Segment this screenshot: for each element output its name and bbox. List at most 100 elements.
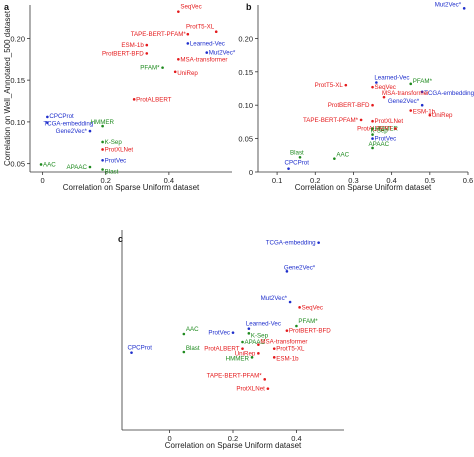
point-label: TCGA-embedding	[266, 240, 316, 247]
x-tick-label: 0.4	[291, 434, 301, 443]
data-point	[371, 146, 374, 150]
point-label: ProtBERT-BFD	[328, 102, 370, 109]
data-point	[420, 90, 424, 94]
x-tick-label: 0.6	[463, 176, 473, 185]
x-tick-label: 0.2	[310, 176, 320, 185]
point-label: UniRep	[177, 70, 198, 77]
point-label: K-Sep	[371, 128, 389, 135]
data-point	[285, 329, 289, 332]
data-point	[344, 83, 348, 87]
data-point	[295, 324, 298, 328]
point-label: TCGA-embedding	[424, 90, 474, 97]
data-point	[462, 7, 466, 10]
data-point	[101, 124, 104, 128]
panel-letter-a: a	[4, 2, 10, 12]
data-point	[420, 103, 424, 107]
data-point	[257, 343, 260, 346]
point-label: ESM-1b	[413, 109, 436, 116]
data-point	[298, 156, 302, 159]
point-label: Learned-Vec	[246, 321, 281, 328]
point-label: CPCProt	[49, 113, 74, 120]
point-label: PFAM*	[140, 65, 160, 72]
y-tick-label: 0.15	[10, 76, 25, 85]
data-point	[371, 133, 374, 136]
panel-a: a 0 0.2 0.4 0.05 0.10 0.15 0.20 Correlation on S…	[3, 2, 236, 192]
y-tick-label: 0.20	[10, 34, 25, 43]
data-point	[205, 51, 209, 54]
data-point	[145, 52, 149, 55]
x-tick-label: 0.2	[228, 434, 238, 443]
data-point	[266, 387, 270, 390]
data-point	[161, 66, 164, 69]
point-label: ProtALBERT	[204, 346, 240, 353]
point-label: ProtVec	[208, 330, 230, 337]
data-point	[333, 157, 336, 160]
data-point	[285, 270, 289, 273]
point-label: UniRep	[432, 112, 453, 119]
x-tick-label: 0.1	[272, 176, 282, 185]
y-tick-label: 0.20	[238, 34, 253, 43]
data-point	[371, 85, 374, 89]
data-point	[371, 103, 374, 107]
point-label: PFAM*	[298, 318, 318, 325]
point-label: MSA-transformer	[382, 90, 429, 97]
data-point	[186, 32, 190, 36]
x-tick-label: 0.4	[386, 176, 396, 185]
point-label: CPCProt	[128, 345, 153, 352]
data-point	[371, 127, 374, 130]
point-label: Learned-Vec	[190, 40, 225, 47]
x-tick-label: 0.5	[425, 176, 435, 185]
data-point	[288, 300, 292, 304]
point-label: TAPE-BERT-PFAM*	[207, 372, 263, 379]
point-label: UniRep	[235, 350, 256, 357]
point-label: TAPE-BERT-PFAM*	[303, 117, 359, 124]
data-point	[375, 81, 378, 84]
data-point	[409, 109, 413, 112]
point-label: APAAC	[369, 141, 390, 148]
data-point	[101, 168, 104, 171]
point-label: ESM-1b	[276, 355, 299, 362]
point-label: TAPE-BERT-PFAM*	[131, 31, 187, 38]
panel-letter-b: b	[246, 2, 252, 12]
point-label: Mut2Vec*	[435, 1, 462, 8]
y-tick-label: 0.15	[238, 68, 253, 77]
x-axis-label: Correlation on Sparse Uniform dataset	[165, 441, 302, 450]
point-label: AAC	[336, 152, 349, 159]
point-label: Gene2Vec*	[284, 264, 316, 271]
point-label: ProtBERT-BFD	[289, 328, 331, 335]
x-axis-label: Correlation on Sparse Uniform dataset	[295, 183, 432, 192]
point-label: AAC	[186, 326, 199, 333]
data-point	[182, 332, 186, 336]
point-label: APAAC	[245, 339, 266, 346]
data-point	[46, 115, 49, 119]
x-tick-label: 0.4	[164, 176, 174, 185]
data-point	[101, 148, 104, 151]
y-tick-label: 0.05	[10, 160, 25, 169]
data-point	[247, 327, 251, 330]
data-point	[101, 140, 104, 144]
x-tick-label: 0.2	[101, 176, 111, 185]
data-point	[186, 42, 190, 45]
point-label: HMMER	[91, 119, 115, 126]
data-point	[263, 378, 267, 381]
data-point	[177, 57, 180, 61]
point-label: ProtALBERT	[136, 96, 172, 103]
point-label: Blast	[105, 168, 119, 175]
data-point	[214, 30, 218, 34]
data-point	[394, 127, 397, 130]
data-point	[241, 340, 244, 344]
data-point	[39, 163, 43, 166]
data-point	[272, 356, 276, 359]
point-label: HMMER	[375, 126, 399, 133]
data-point	[250, 356, 254, 359]
point-label: ProtT5-XL	[315, 82, 344, 89]
point-label: ProtBERT-BFD	[102, 50, 144, 57]
data-point	[101, 159, 104, 162]
data-point	[145, 43, 149, 47]
data-point	[46, 121, 49, 125]
point-label: ProtXLNet	[375, 118, 404, 125]
point-label: ProtT5-XL	[276, 346, 305, 353]
point-label: AAC	[43, 161, 56, 168]
point-label: ProtVec	[105, 157, 127, 164]
point-label: Gene2Vec*	[56, 128, 88, 135]
